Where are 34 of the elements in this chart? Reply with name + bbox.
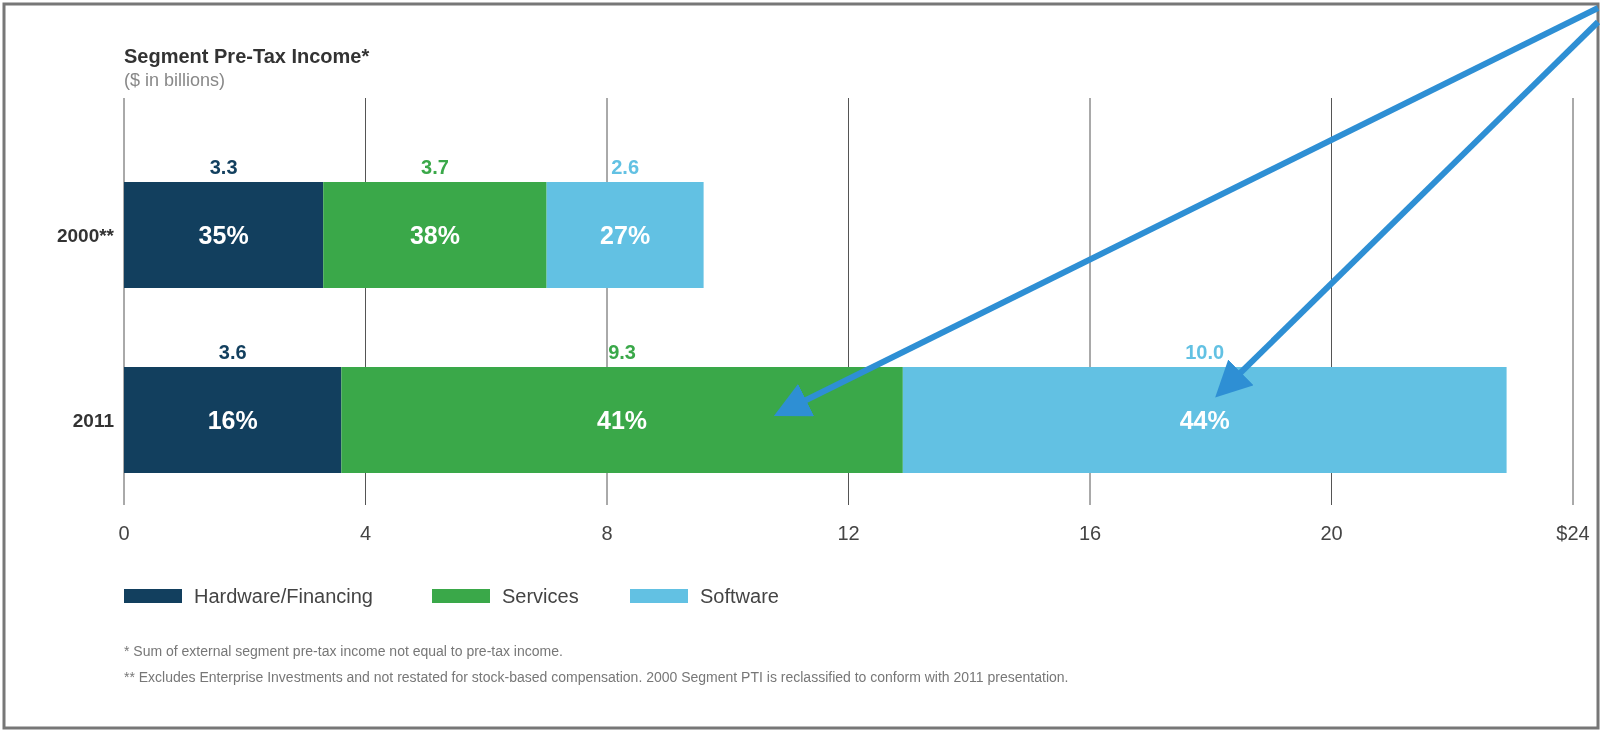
legend-label: Services — [502, 585, 579, 607]
text: * Sum of external segment pre-tax income not equal to pre-tax income. — [124, 643, 563, 659]
annotation: 38% — [409, 221, 460, 249]
data-label: 9.3 — [608, 341, 636, 363]
bar — [124, 182, 324, 288]
x-tick-label: 12 — [837, 522, 860, 544]
annotation: 16% — [207, 406, 258, 434]
data-label: 3.7 — [421, 156, 449, 178]
data-label: 2.6 — [611, 156, 640, 178]
annotation: 27% — [600, 221, 651, 249]
chart-title: Segment Pre-Tax Income* — [124, 45, 370, 67]
y-tick-label: 2011 — [72, 410, 115, 431]
bar — [124, 367, 342, 473]
x-tick-label: 16 — [1078, 522, 1102, 544]
x-tick-label: 20 — [1320, 522, 1343, 544]
x-tick-label: 4 — [359, 522, 372, 544]
annotation: 35% — [198, 221, 249, 249]
x-tick-label: 0 — [118, 522, 130, 544]
bar — [902, 367, 1507, 473]
data-label: 3.6 — [218, 341, 247, 363]
bar — [323, 182, 547, 288]
annotation: 44% — [1179, 406, 1230, 434]
data-label: 3.3 — [209, 156, 238, 178]
x-tick-label: $24 — [1556, 522, 1590, 544]
x-tick-label: 8 — [601, 522, 613, 544]
y-tick-label: 2000** — [56, 225, 115, 246]
annotation: 41% — [597, 406, 648, 434]
data-label: 10.0 — [1185, 341, 1225, 363]
bar — [546, 182, 704, 288]
bar — [341, 367, 903, 473]
text: ** Excludes Enterprise Investments and not restated for stock-based compensation. 2000 Segment PTI is reclassified to conform with 2011 presentation. — [124, 669, 1069, 685]
chart-subtitle: ($ in billions) — [124, 70, 226, 90]
legend-label: Software — [700, 585, 779, 607]
legend-label: Hardware/Financing — [194, 585, 373, 607]
